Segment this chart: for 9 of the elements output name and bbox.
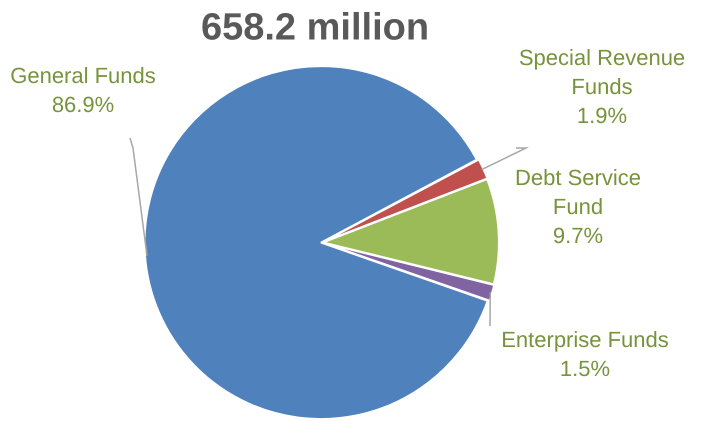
data-label: 1.5% bbox=[560, 356, 610, 382]
slice-label: Debt Service Fund bbox=[515, 165, 641, 220]
chart-title: 658.2 million bbox=[200, 6, 430, 48]
data-label: 86.9% bbox=[52, 92, 114, 118]
data-label: 9.7% bbox=[552, 223, 604, 248]
slice-label: Special Revenue Funds bbox=[518, 45, 686, 100]
slice-label: Enterprise Funds bbox=[501, 327, 669, 352]
data-label: 1.9% bbox=[576, 103, 628, 128]
slice-label: General Funds bbox=[10, 63, 156, 88]
